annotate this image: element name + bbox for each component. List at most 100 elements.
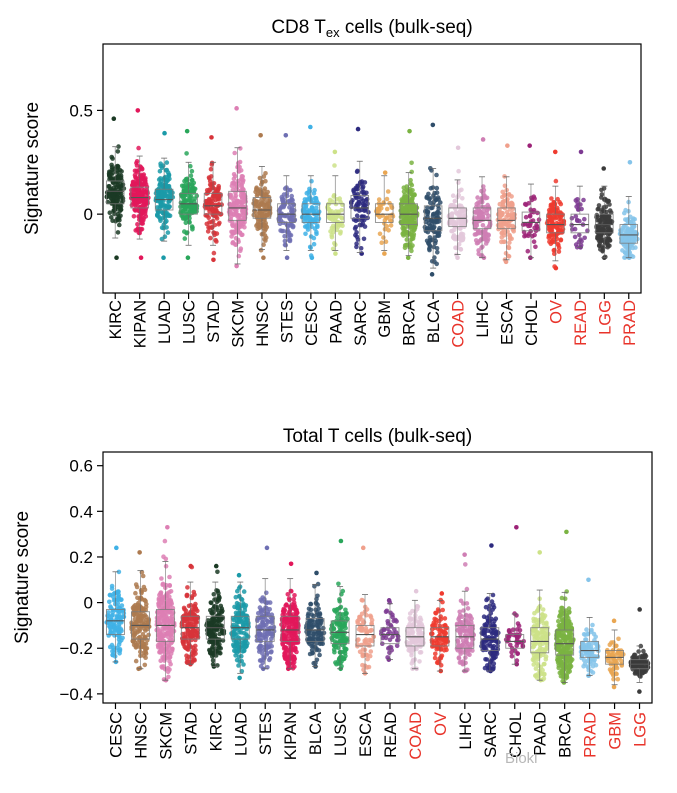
data-point xyxy=(133,591,138,596)
data-point xyxy=(164,564,169,569)
data-point xyxy=(402,195,407,200)
data-point xyxy=(165,206,170,211)
data-point xyxy=(159,576,164,581)
data-point xyxy=(481,212,486,217)
data-point xyxy=(232,177,237,182)
data-point xyxy=(107,170,112,175)
data-point xyxy=(450,229,455,234)
data-point xyxy=(410,233,415,238)
data-point xyxy=(409,249,414,254)
data-point xyxy=(134,582,139,587)
data-point xyxy=(203,203,208,208)
data-point xyxy=(114,591,119,596)
data-point xyxy=(183,207,188,212)
data-point-max xyxy=(234,106,239,111)
data-point xyxy=(285,640,290,645)
category-skcm: SKCM xyxy=(154,525,176,760)
x-tick-label: KIPAN xyxy=(282,712,300,760)
data-point xyxy=(485,206,490,211)
data-point xyxy=(317,653,322,658)
data-point xyxy=(285,228,290,233)
data-point xyxy=(246,624,251,629)
data-point xyxy=(458,613,463,618)
data-point xyxy=(258,605,263,610)
data-point xyxy=(508,236,513,241)
data-point xyxy=(415,604,420,609)
data-point xyxy=(484,598,489,603)
data-point xyxy=(289,589,294,594)
data-point xyxy=(559,237,564,242)
data-point xyxy=(138,597,143,602)
data-point xyxy=(143,599,148,604)
chart-title-tail: cells (bulk-seq) xyxy=(340,17,473,38)
data-points xyxy=(325,150,345,256)
data-point xyxy=(331,224,336,229)
data-point xyxy=(239,620,244,625)
data-point xyxy=(216,211,221,216)
data-point xyxy=(257,203,262,208)
x-tick-label: LUSC xyxy=(181,300,199,344)
category-hnsc: HNSC xyxy=(251,133,272,347)
data-point xyxy=(377,197,382,202)
y-tick-label: −0.4 xyxy=(59,685,93,704)
data-point xyxy=(456,169,461,174)
data-point xyxy=(189,603,194,608)
data-point xyxy=(146,633,151,638)
x-tick-label: SARC xyxy=(482,712,500,758)
data-point xyxy=(418,650,423,655)
data-point-min xyxy=(139,255,144,260)
data-point xyxy=(526,249,531,254)
data-points xyxy=(355,546,376,676)
data-point xyxy=(602,209,607,214)
data-point xyxy=(215,570,220,575)
data-point xyxy=(187,211,192,216)
data-point-max xyxy=(165,525,170,530)
category-prad: PRAD xyxy=(618,160,640,346)
data-point-max xyxy=(361,546,366,551)
data-point xyxy=(559,202,564,207)
data-point xyxy=(122,615,127,620)
data-point xyxy=(142,636,147,641)
data-point xyxy=(431,212,436,217)
data-point xyxy=(266,201,271,206)
data-point-max xyxy=(114,546,119,551)
data-point xyxy=(167,575,172,580)
category-paad: PAAD xyxy=(325,150,345,344)
data-point xyxy=(193,602,198,607)
data-point xyxy=(365,607,370,612)
data-point xyxy=(293,646,298,651)
data-point xyxy=(143,663,148,668)
data-point xyxy=(157,593,162,598)
data-point xyxy=(193,638,198,643)
data-point-max xyxy=(456,145,461,150)
data-point xyxy=(312,191,317,196)
category-kirc: KIRC xyxy=(204,564,226,752)
data-point xyxy=(309,637,314,642)
x-tick-label: HNSC xyxy=(254,300,272,347)
category-kirc: KIRC xyxy=(105,116,127,339)
data-point xyxy=(506,245,511,250)
data-point xyxy=(434,173,439,178)
data-points xyxy=(455,552,476,673)
data-point xyxy=(334,662,339,667)
category-read: READ xyxy=(379,598,401,758)
category-stad: STAD xyxy=(203,135,224,343)
data-point xyxy=(411,630,416,635)
data-point xyxy=(499,231,504,236)
data-point xyxy=(120,603,125,608)
data-point xyxy=(627,250,632,255)
data-point-max xyxy=(265,546,270,551)
data-point xyxy=(238,160,243,165)
data-point-max xyxy=(283,133,288,138)
data-point xyxy=(512,212,517,217)
data-point xyxy=(554,179,559,184)
data-point xyxy=(496,212,501,217)
category-ov: OV xyxy=(545,150,566,324)
data-point-min xyxy=(161,255,166,260)
data-point xyxy=(459,247,464,252)
data-point xyxy=(433,656,438,661)
x-tick-label: SKCM xyxy=(157,712,175,760)
data-point xyxy=(212,181,217,186)
data-point xyxy=(184,151,189,156)
data-point xyxy=(189,616,194,621)
